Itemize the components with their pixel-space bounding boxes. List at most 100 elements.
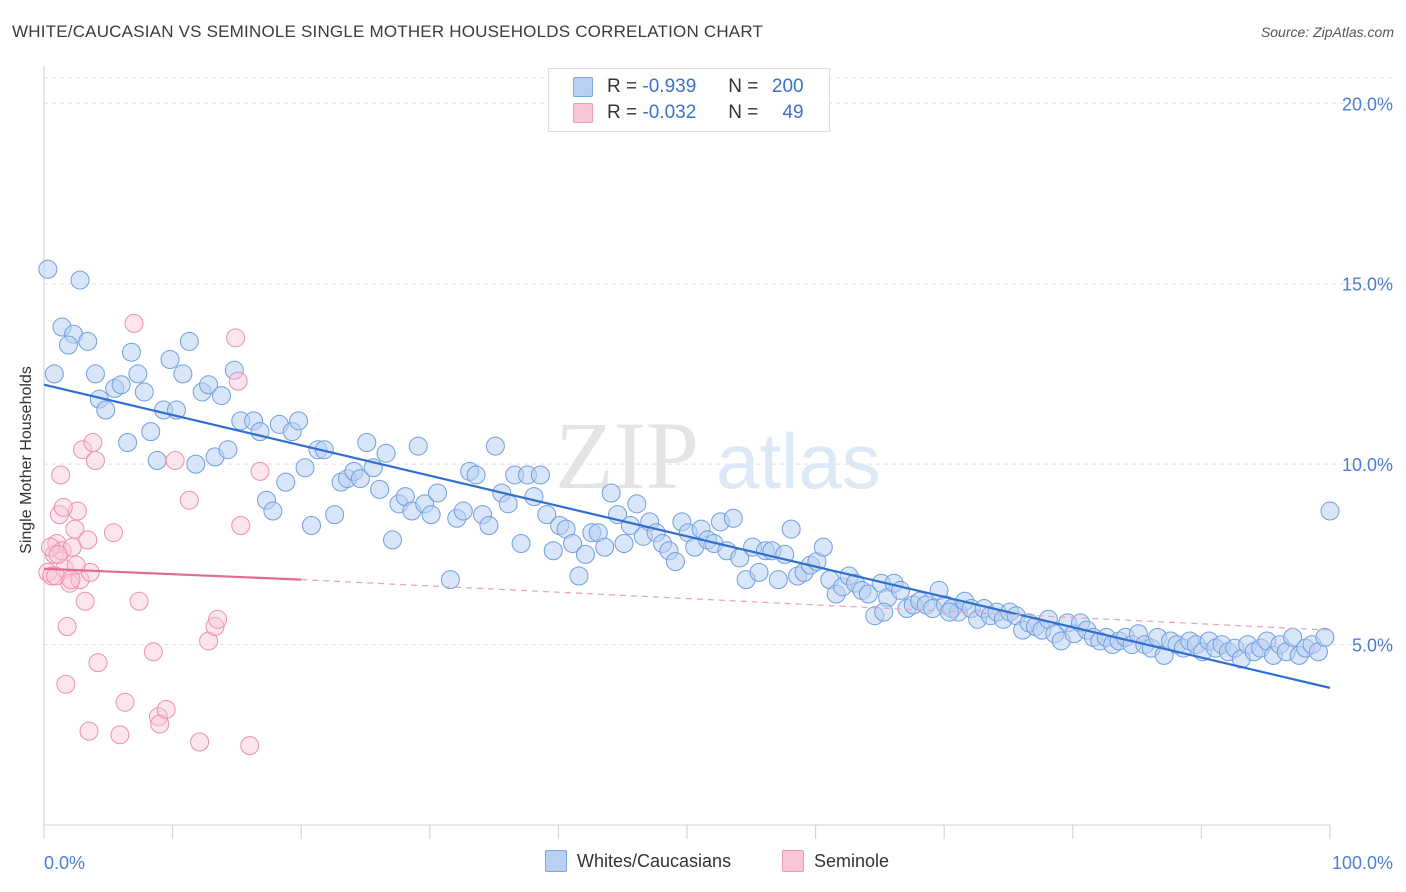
whites-point xyxy=(511,534,531,554)
legend-swatch-whites xyxy=(573,77,593,97)
seminole-point xyxy=(124,313,144,333)
chart-title: WHITE/CAUCASIAN VS SEMINOLE SINGLE MOTHE… xyxy=(12,22,764,41)
whites-point xyxy=(96,400,116,420)
seminole-point xyxy=(48,544,68,564)
seminole-point xyxy=(190,732,210,752)
whites-trend-line xyxy=(43,383,1331,689)
seminole-point xyxy=(88,653,108,673)
whites-point xyxy=(179,331,199,351)
whites-point xyxy=(939,602,959,622)
legend-row-seminole: R = -0.032 N = 49 xyxy=(573,101,804,125)
seminole-point xyxy=(79,721,99,741)
whites-point xyxy=(569,566,589,586)
seminole-point xyxy=(103,523,123,543)
whites-point xyxy=(563,534,583,554)
x-tick-label: 100.0% xyxy=(1332,853,1393,873)
grid-lines xyxy=(44,77,1395,646)
tick-labels: 5.0% 10.0% 15.0% 20.0% 0.0% 100.0% xyxy=(44,94,1393,873)
seminole-point xyxy=(165,451,185,471)
whites-point xyxy=(453,501,473,521)
legend-n-label: N = xyxy=(728,102,759,123)
seminole-point xyxy=(67,501,87,521)
whites-point xyxy=(781,519,801,539)
legend-r-label: R = xyxy=(607,102,638,123)
series-seminole-points xyxy=(38,313,270,756)
legend-swatch-seminole xyxy=(573,103,593,123)
seminole-trend-line xyxy=(43,567,302,581)
legend-r-value: -0.032 xyxy=(642,102,697,123)
trend-lines xyxy=(43,383,1331,689)
whites-point xyxy=(141,422,161,442)
whites-point xyxy=(186,454,206,474)
whites-point xyxy=(813,537,833,557)
seminole-point xyxy=(199,631,219,651)
whites-point xyxy=(428,483,448,503)
whites-point xyxy=(1320,501,1340,521)
x-tick-label: 0.0% xyxy=(44,853,85,873)
whites-point xyxy=(111,375,131,395)
seminole-point xyxy=(179,490,199,510)
whites-point xyxy=(874,602,894,622)
whites-point xyxy=(295,458,315,478)
seminole-point xyxy=(148,707,168,727)
whites-point xyxy=(723,508,743,528)
seminole-point xyxy=(150,714,170,734)
legend-n-value: 200 xyxy=(771,76,804,97)
bottom-legend-whites: Whites/Caucasians xyxy=(545,850,731,872)
whites-point xyxy=(408,436,428,456)
whites-point xyxy=(627,494,647,514)
whites-point xyxy=(595,537,615,557)
whites-point xyxy=(530,465,550,485)
seminole-point xyxy=(156,700,176,720)
seminole-point xyxy=(46,566,66,586)
seminole-point xyxy=(226,328,246,348)
whites-point xyxy=(58,335,78,355)
whites-point xyxy=(350,469,370,489)
whites-point xyxy=(1315,627,1335,647)
source-label: Source: ZipAtlas.com xyxy=(1260,24,1394,40)
whites-point xyxy=(160,349,180,369)
whites-point xyxy=(357,432,377,452)
whites-point xyxy=(263,501,283,521)
seminole-point xyxy=(129,591,149,611)
seminole-point xyxy=(143,642,163,662)
seminole-point xyxy=(73,440,93,460)
legend-row-whites: R = -0.939 N = 200 xyxy=(573,75,804,99)
seminole-point xyxy=(85,451,105,471)
whites-point xyxy=(121,342,141,362)
y-tick-label: 10.0% xyxy=(1342,455,1393,475)
seminole-point xyxy=(231,515,251,535)
bottom-legend-label-whites: Whites/Caucasians xyxy=(577,850,732,871)
whites-point xyxy=(383,530,403,550)
whites-point xyxy=(147,451,167,471)
whites-point xyxy=(498,494,518,514)
whites-point xyxy=(70,270,90,290)
seminole-point xyxy=(75,591,95,611)
whites-point xyxy=(614,534,634,554)
seminole-point xyxy=(208,609,228,629)
whites-point xyxy=(749,562,769,582)
whites-point xyxy=(276,472,296,492)
seminole-trend-extension xyxy=(301,579,1331,631)
axes xyxy=(43,66,1331,839)
seminole-point xyxy=(78,530,98,550)
whites-point xyxy=(543,541,563,561)
whites-point xyxy=(485,436,505,456)
whites-point xyxy=(173,364,193,384)
whites-point xyxy=(466,465,486,485)
whites-point xyxy=(38,259,58,279)
whites-point xyxy=(289,411,309,431)
whites-point xyxy=(665,552,685,572)
seminole-point xyxy=(57,617,77,637)
seminole-point xyxy=(228,371,248,391)
whites-point xyxy=(440,570,460,590)
whites-point xyxy=(370,479,390,499)
whites-point xyxy=(199,375,219,395)
whites-point xyxy=(134,382,154,402)
whites-point xyxy=(858,584,878,604)
whites-point xyxy=(118,432,138,452)
whites-point xyxy=(479,515,499,535)
whites-point xyxy=(524,487,544,507)
whites-point xyxy=(211,386,231,406)
